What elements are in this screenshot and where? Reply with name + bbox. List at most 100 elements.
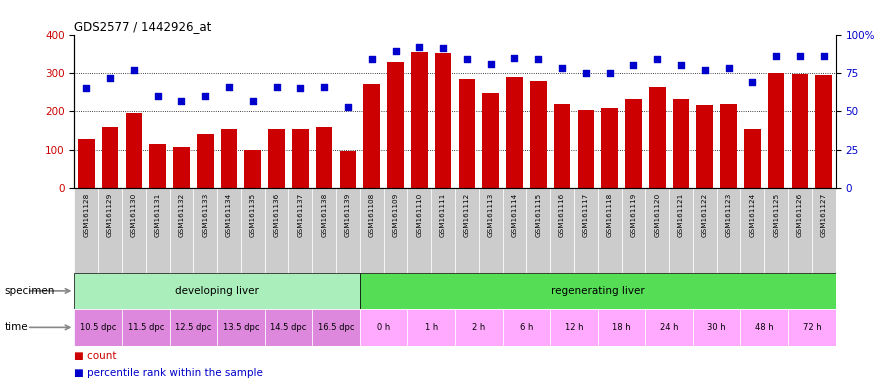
Bar (383, 188, 408, 273)
Point (484, 61, 498, 67)
Bar (150, 144, 166, 188)
Bar (78, 139, 94, 188)
Bar (673, 99, 690, 188)
Bar (479, 188, 502, 273)
Bar (646, 309, 693, 346)
Bar (598, 309, 646, 346)
Bar (455, 309, 502, 346)
Text: GSM161111: GSM161111 (440, 192, 446, 237)
Text: GSM161117: GSM161117 (583, 192, 589, 237)
Point (531, 56, 545, 62)
Bar (360, 309, 408, 346)
Bar (244, 150, 261, 188)
Bar (601, 108, 618, 188)
Text: GSM161137: GSM161137 (298, 192, 304, 237)
Bar (506, 77, 522, 188)
Text: GSM161127: GSM161127 (821, 192, 827, 237)
Text: GSM161112: GSM161112 (464, 192, 470, 237)
Bar (241, 188, 265, 273)
Point (127, 67, 141, 73)
Bar (792, 74, 808, 188)
Bar (411, 52, 428, 188)
Bar (312, 309, 360, 346)
Text: GSM161129: GSM161129 (107, 192, 113, 237)
Bar (170, 309, 217, 346)
Point (293, 85, 307, 91)
Bar (435, 53, 452, 188)
Bar (217, 188, 241, 273)
Bar (102, 127, 118, 188)
Bar (554, 104, 570, 188)
Text: 13.5 dpc: 13.5 dpc (222, 323, 259, 332)
Text: GSM161135: GSM161135 (249, 192, 255, 237)
Text: GSM161132: GSM161132 (178, 192, 185, 237)
Bar (217, 309, 265, 346)
Point (674, 62, 688, 68)
Point (746, 79, 760, 85)
Bar (669, 188, 693, 273)
Bar (720, 104, 737, 188)
Text: 24 h: 24 h (660, 323, 678, 332)
Point (103, 74, 117, 81)
Text: regenerating liver: regenerating liver (551, 286, 645, 296)
Point (150, 93, 164, 99)
Text: GSM161123: GSM161123 (725, 192, 732, 237)
Bar (197, 134, 214, 188)
Point (246, 98, 260, 104)
Bar (74, 309, 122, 346)
Bar (292, 129, 309, 188)
Bar (696, 105, 713, 188)
Text: 2 h: 2 h (473, 323, 486, 332)
Bar (482, 93, 499, 188)
Point (365, 56, 379, 62)
Bar (550, 309, 598, 346)
Point (555, 65, 569, 71)
Bar (455, 188, 479, 273)
Bar (693, 188, 717, 273)
Bar (340, 151, 356, 188)
Text: 14.5 dpc: 14.5 dpc (270, 323, 306, 332)
Bar (336, 188, 360, 273)
Bar (316, 127, 332, 188)
Text: GSM161126: GSM161126 (797, 192, 803, 237)
Text: GSM161134: GSM161134 (226, 192, 232, 237)
Bar (550, 188, 574, 273)
Bar (408, 309, 455, 346)
Bar (146, 188, 170, 273)
Text: GSM161119: GSM161119 (630, 192, 636, 237)
Text: GSM161118: GSM161118 (606, 192, 612, 237)
Bar (458, 79, 475, 188)
Bar (527, 188, 550, 273)
Point (507, 55, 522, 61)
Text: GSM161115: GSM161115 (536, 192, 542, 237)
Text: ■ percentile rank within the sample: ■ percentile rank within the sample (74, 368, 263, 378)
Text: 12 h: 12 h (564, 323, 584, 332)
Bar (625, 99, 641, 188)
Text: GSM161113: GSM161113 (487, 192, 493, 237)
Text: 6 h: 6 h (520, 323, 533, 332)
Bar (289, 188, 312, 273)
Text: 16.5 dpc: 16.5 dpc (318, 323, 354, 332)
Text: GSM161136: GSM161136 (274, 192, 280, 237)
Point (626, 62, 640, 68)
Text: GSM161138: GSM161138 (321, 192, 327, 237)
Bar (388, 62, 404, 188)
Text: GSM161131: GSM161131 (155, 192, 161, 237)
Point (174, 98, 188, 104)
Text: GSM161133: GSM161133 (202, 192, 208, 237)
Point (270, 84, 284, 90)
Bar (98, 188, 122, 273)
Bar (788, 309, 836, 346)
Text: GSM161108: GSM161108 (368, 192, 374, 237)
Point (317, 84, 331, 90)
Point (436, 45, 450, 51)
Point (697, 67, 711, 73)
Bar (744, 129, 760, 188)
Bar (598, 188, 621, 273)
Point (222, 84, 236, 90)
Bar (122, 309, 170, 346)
Bar (574, 188, 598, 273)
Point (722, 65, 736, 71)
Text: 1 h: 1 h (424, 323, 438, 332)
Text: 18 h: 18 h (612, 323, 631, 332)
